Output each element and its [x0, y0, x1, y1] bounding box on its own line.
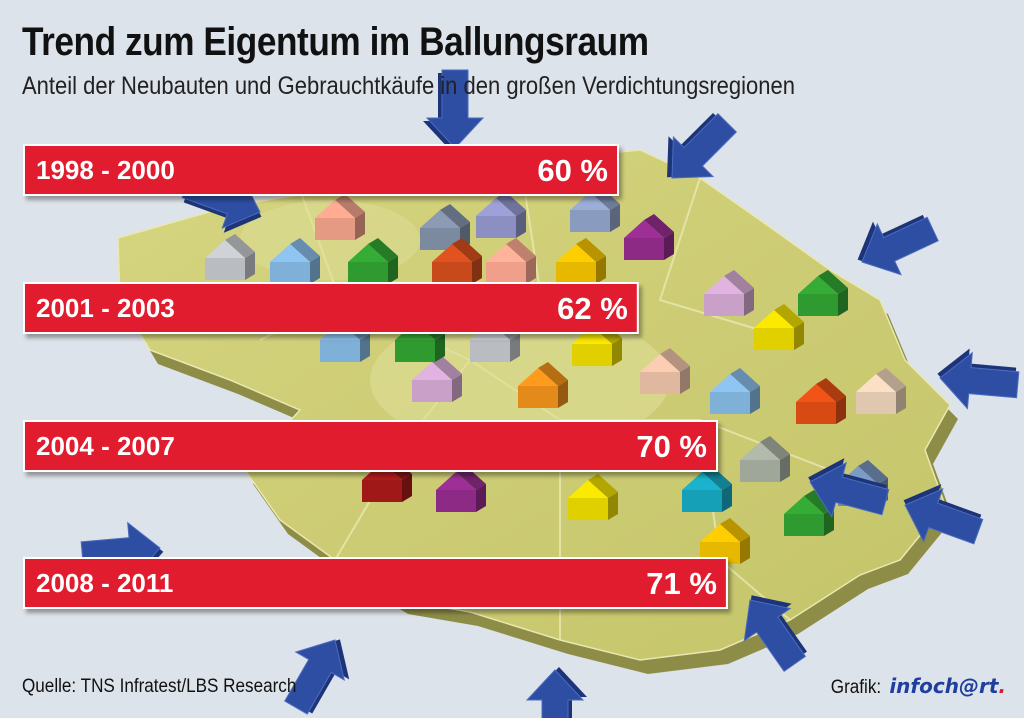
house-icon: [704, 270, 754, 316]
chart-title: Trend zum Eigentum im Ballungsraum: [22, 20, 649, 64]
house-icon: [315, 194, 365, 240]
house-icon: [412, 356, 462, 402]
data-label: 62 %: [557, 291, 628, 326]
data-label: 71 %: [646, 566, 717, 601]
arrow-icon: [903, 484, 984, 545]
arrow-icons: [80, 69, 1020, 718]
arrow-icon: [423, 69, 485, 151]
house-icon: [486, 238, 536, 284]
house-icon: [568, 474, 618, 520]
arrow-icon: [857, 214, 939, 276]
arrow-icon: [808, 458, 890, 519]
house-icon: [476, 192, 526, 238]
bar: [23, 144, 619, 196]
house-icon: [348, 238, 398, 284]
house-icon: [518, 362, 568, 408]
arrow-icon: [743, 595, 807, 673]
source-note: Quelle: TNS Infratest/LBS Research: [22, 676, 297, 697]
logo-dot: .: [998, 674, 1006, 698]
arrow-icon: [525, 667, 587, 718]
bar: [23, 420, 718, 472]
arrow-icon: [667, 112, 738, 179]
house-icon: [432, 238, 482, 284]
category-label: 2001 - 2003: [36, 293, 175, 323]
infochart-logo: infoch@rt.: [889, 674, 1006, 698]
data-label: 60 %: [537, 153, 608, 188]
house-icon: [682, 466, 732, 512]
house-icon: [754, 304, 804, 350]
house-icon: [784, 490, 834, 536]
credit-label: Grafik:: [830, 677, 882, 698]
category-label: 2008 - 2011: [36, 568, 173, 598]
category-label: 1998 - 2000: [36, 155, 175, 185]
category-label: 2004 - 2007: [36, 431, 175, 461]
house-icon: [798, 270, 848, 316]
house-icon: [740, 436, 790, 482]
bar: [23, 557, 728, 609]
house-icon: [856, 368, 906, 414]
arrow-icon: [937, 348, 1020, 410]
chart-subtitle: Anteil der Neubauten und Gebrauchtkäufe …: [22, 72, 795, 100]
house-icon: [205, 234, 255, 280]
graphic-credit: Grafik: infoch@rt.: [828, 674, 1006, 699]
logo-text: infoch@rt: [889, 674, 999, 698]
house-icon: [640, 348, 690, 394]
bar: [23, 282, 639, 334]
arrow-icon: [284, 639, 350, 715]
house-icon: [796, 378, 846, 424]
house-icon: [624, 214, 674, 260]
house-icon: [270, 238, 320, 284]
data-label: 70 %: [636, 429, 707, 464]
house-icon: [556, 238, 606, 284]
bar-series: 1998 - 2000 60 % 2001 - 2003 62 % 2004 - 200…: [23, 144, 728, 609]
house-icon: [710, 368, 760, 414]
